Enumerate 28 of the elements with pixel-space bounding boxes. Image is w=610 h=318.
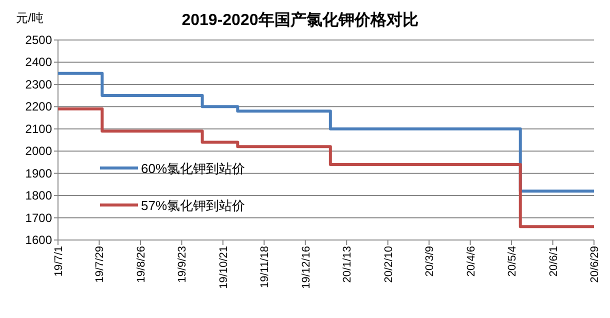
x-tick-label: 20/5/4 — [506, 246, 519, 277]
x-tick-label: 20/4/6 — [465, 246, 478, 277]
chart-title: 2019-2020年国产氯化钾价格对比 — [182, 11, 418, 29]
y-tick-label: 1800 — [25, 188, 52, 203]
y-tick-label: 2200 — [25, 100, 52, 114]
y-tick-label: 1600 — [25, 233, 52, 247]
legend-label: 57%氯化钾到站价 — [141, 198, 246, 213]
x-tick-label: 19/8/26 — [135, 246, 148, 283]
y-tick-label: 1900 — [25, 166, 52, 180]
y-tick-label: 2500 — [25, 33, 52, 47]
x-tick-label: 20/2/10 — [382, 246, 395, 283]
x-tick-label: 20/3/9 — [424, 246, 436, 277]
y-tick-label: 2000 — [25, 144, 52, 158]
y-axis-title: 元/吨 — [16, 11, 44, 25]
x-tick-label: 19/10/21 — [218, 246, 230, 289]
x-tick-label: 19/12/16 — [300, 246, 312, 289]
x-tick-label: 20/6/1 — [548, 246, 560, 277]
y-tick-label: 2100 — [25, 122, 52, 136]
y-tick-label: 1700 — [25, 210, 52, 225]
x-tick-label: 19/11/18 — [259, 246, 272, 288]
x-tick-label: 19/7/1 — [53, 246, 65, 277]
x-tick-label: 19/7/29 — [94, 246, 106, 283]
x-tick-label: 20/1/13 — [342, 246, 354, 283]
x-tick-label: 20/6/29 — [589, 246, 601, 283]
x-tick-label: 19/9/23 — [176, 246, 189, 283]
legend-label: 60%氯化钾到站价 — [141, 161, 246, 176]
y-tick-label: 2300 — [25, 77, 52, 92]
y-tick-label: 2400 — [25, 55, 52, 70]
